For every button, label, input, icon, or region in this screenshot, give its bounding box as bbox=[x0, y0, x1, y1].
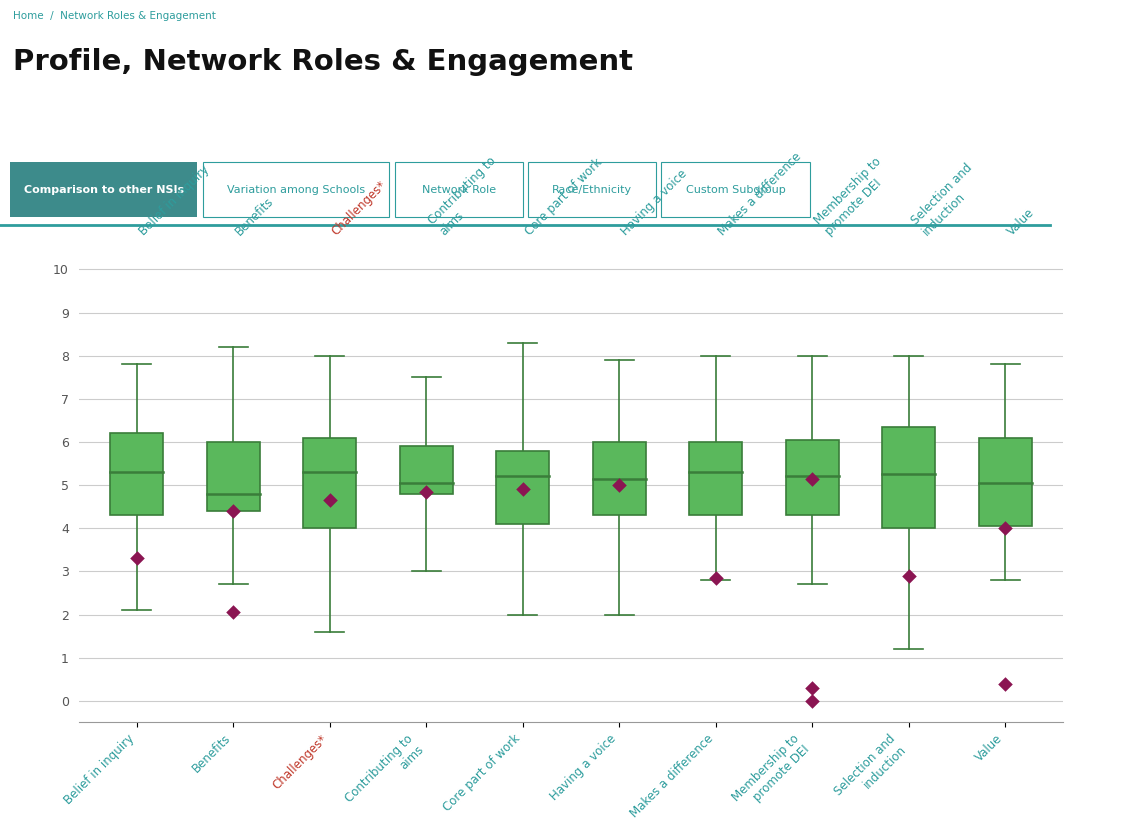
Bar bbox=[593, 442, 646, 515]
FancyBboxPatch shape bbox=[528, 162, 656, 217]
Text: Network Role: Network Role bbox=[422, 185, 496, 195]
Point bbox=[803, 694, 821, 707]
FancyBboxPatch shape bbox=[395, 162, 523, 217]
Bar bbox=[399, 446, 452, 494]
Bar bbox=[303, 438, 357, 528]
Bar bbox=[690, 442, 742, 515]
Bar bbox=[979, 438, 1032, 526]
Bar bbox=[882, 427, 935, 528]
Text: Custom Subgroup: Custom Subgroup bbox=[686, 185, 785, 195]
Bar bbox=[785, 440, 839, 515]
Bar bbox=[110, 433, 163, 515]
Point bbox=[803, 472, 821, 486]
Point bbox=[997, 677, 1015, 690]
FancyBboxPatch shape bbox=[10, 162, 197, 217]
Point bbox=[803, 681, 821, 695]
FancyBboxPatch shape bbox=[662, 162, 810, 217]
Text: Race/Ethnicity: Race/Ethnicity bbox=[552, 185, 632, 195]
Point bbox=[706, 571, 724, 585]
Point bbox=[900, 569, 918, 582]
Point bbox=[417, 485, 435, 498]
Point bbox=[224, 504, 242, 517]
Point bbox=[127, 552, 145, 565]
Bar bbox=[207, 442, 260, 511]
Text: Comparison to other NSIs: Comparison to other NSIs bbox=[24, 185, 185, 195]
FancyBboxPatch shape bbox=[202, 162, 389, 217]
Point bbox=[321, 493, 339, 507]
Text: Variation among Schools: Variation among Schools bbox=[227, 185, 364, 195]
Point bbox=[224, 606, 242, 619]
Point bbox=[514, 483, 532, 496]
Text: «: « bbox=[1078, 61, 1097, 90]
Text: Profile, Network Roles & Engagement: Profile, Network Roles & Engagement bbox=[12, 49, 632, 76]
Bar bbox=[496, 450, 549, 524]
Point bbox=[610, 479, 628, 492]
Point bbox=[997, 522, 1015, 535]
Text: Home  /  Network Roles & Engagement: Home / Network Roles & Engagement bbox=[12, 11, 216, 21]
